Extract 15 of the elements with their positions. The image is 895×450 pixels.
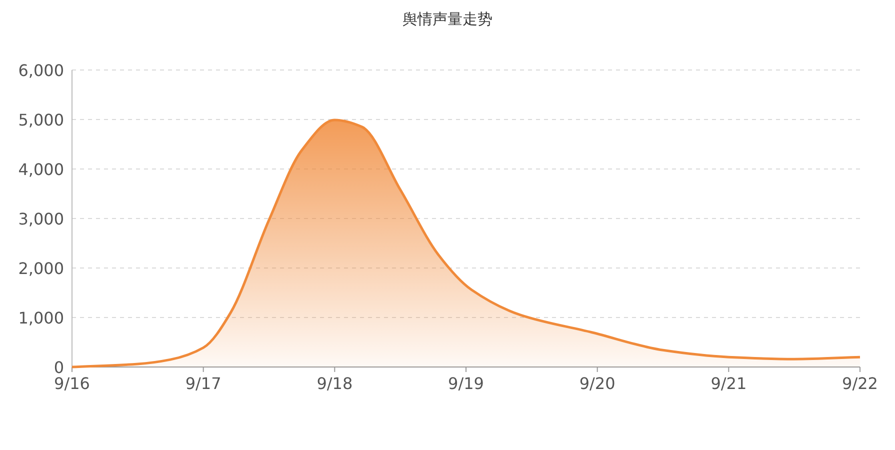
x-tick-label: 9/20 [579,374,616,393]
x-tick-label: 9/18 [316,374,353,393]
y-tick-label: 1,000 [18,308,64,328]
x-tick-label: 9/22 [842,374,878,393]
y-tick-label: 6,000 [18,61,64,80]
x-tick-label: 9/16 [54,374,90,393]
y-tick-label: 2,000 [18,259,64,278]
x-tick-label: 9/19 [448,374,484,393]
y-tick-label: 3,000 [18,210,64,228]
chart-title: 舆情声量走势 [402,10,492,28]
x-tick-label: 9/17 [185,374,222,393]
y-tick-label: 5,000 [18,110,64,130]
y-tick-label: 4,000 [18,160,64,179]
y-tick-label: 0 [54,358,64,377]
x-tick-label: 9/21 [710,374,747,393]
